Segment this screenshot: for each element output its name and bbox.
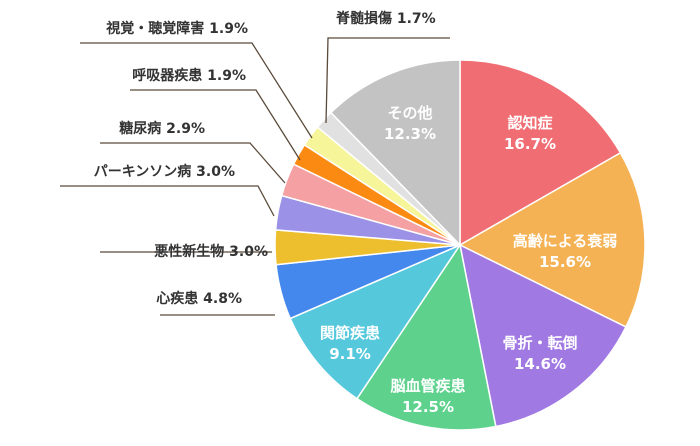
pie-slices: [274, 59, 646, 431]
slice-label-5: 心疾患 4.8%: [156, 290, 242, 307]
pie-slice-0: [459, 59, 622, 247]
slice-label-1: 高齢による衰弱 15.6%: [513, 232, 618, 271]
pie-slice-4: [289, 243, 463, 400]
leader-line-11: [325, 37, 450, 124]
pie-slice-12: [329, 59, 461, 247]
leader-lines: [60, 37, 450, 316]
slice-label-7: パーキンソン病 3.0%: [94, 163, 235, 180]
slice-label-6: 悪性新生物 3.0%: [154, 243, 268, 260]
slice-label-8: 糖尿病 2.9%: [119, 120, 205, 137]
pie-slice-3: [355, 243, 497, 431]
pie-slice-2: [458, 243, 627, 428]
leader-line-7: [60, 185, 275, 217]
slice-labels: 認知症 16.7% 高齢による衰弱 15.6% 骨折・転倒 14.6% 脳血管疾患 12.5%…: [94, 10, 618, 416]
slice-label-3: 脳血管疾患 12.5%: [390, 377, 465, 416]
slice-label-12: その他 12.3%: [384, 104, 436, 143]
leader-line-9: [130, 89, 301, 161]
slice-label-4: 関節疾患 9.1%: [320, 324, 380, 363]
leader-line-10: [80, 42, 313, 139]
slice-label-0: 認知症 16.7%: [504, 114, 556, 153]
pie-slice-1: [458, 151, 646, 328]
slice-label-9: 呼吸器疾患 1.9%: [132, 67, 246, 84]
slice-label-11: 脊髄損傷 1.7%: [335, 10, 436, 27]
slice-label-2: 骨折・転倒 14.6%: [502, 334, 577, 373]
leader-line-8: [100, 142, 286, 184]
slice-label-10: 視覚・聴覚障害 1.9%: [105, 20, 248, 37]
